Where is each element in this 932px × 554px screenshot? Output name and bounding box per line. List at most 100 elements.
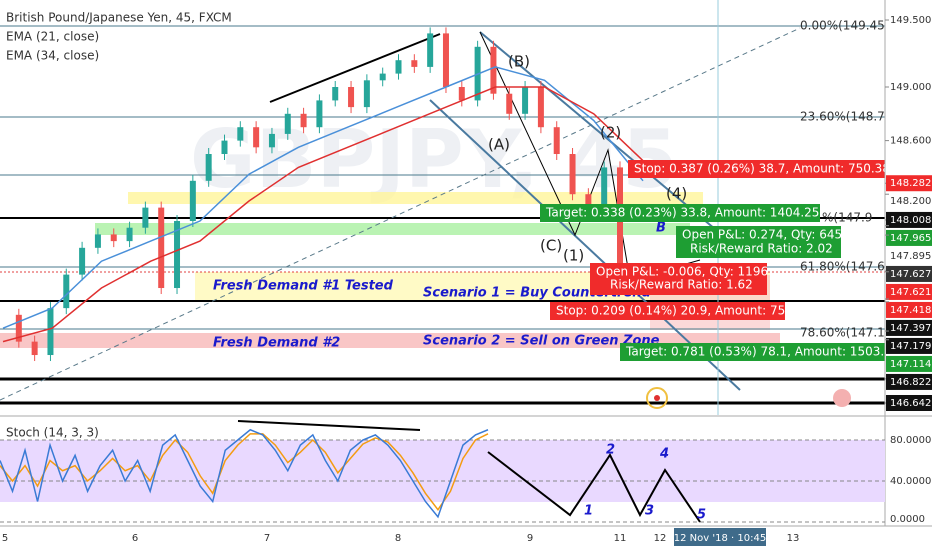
trade-label: Target: 0.781 (0.53%) 78.1, Amount: 1503… — [625, 345, 892, 359]
price-tag — [886, 229, 932, 246]
candle — [47, 308, 54, 356]
price-axis-labels: 149.500 149.000 148.600 148.282 148.200 148.0… — [885, 15, 932, 411]
price-label: 147.621 — [890, 287, 931, 298]
trade-box — [620, 343, 885, 361]
indicator-line — [2, 86, 644, 343]
stoch-plot: 80.0000 40.0000 0.0000 — [0, 428, 931, 525]
stoch-title: Stoch (14, 3, 3) — [6, 426, 99, 440]
trade-box — [676, 226, 841, 258]
trade-label: Risk/Reward Ratio: 2.02 — [690, 242, 833, 256]
trade-label: Stop: 0.209 (0.14%) 20.9, Amount: 750.04 — [556, 304, 812, 318]
candle — [442, 33, 449, 88]
candle — [506, 93, 513, 114]
candle — [142, 207, 149, 228]
price-tag — [886, 395, 932, 411]
time-label: 12 — [654, 533, 667, 544]
candle — [15, 314, 22, 342]
indicator-label: EMA (34, close) — [6, 49, 99, 63]
price-plot — [2, 27, 644, 362]
wave-label: B — [656, 221, 666, 236]
stoch-wave: 5 — [697, 508, 706, 523]
candle — [158, 207, 165, 289]
wave-label: (4) — [666, 185, 687, 203]
candle — [79, 247, 86, 275]
candle — [316, 100, 323, 128]
fib-label: 78.60%(147.1 — [800, 326, 885, 340]
price-tag — [886, 337, 932, 354]
candle — [205, 154, 212, 181]
candle — [348, 87, 355, 108]
trade-box — [628, 160, 885, 178]
candle — [268, 133, 275, 148]
fib-label: 23.60%(148.7 — [800, 110, 885, 124]
time-label: 7 — [264, 533, 270, 544]
candle — [94, 234, 101, 248]
cursor-time: 12 Nov '18 · 10:45 — [674, 533, 766, 544]
price-tag — [886, 319, 932, 336]
price-label: 147.627 — [890, 269, 931, 280]
candle — [553, 127, 560, 155]
price-tag — [886, 265, 932, 282]
price-tag — [886, 283, 932, 300]
symbol-title: British Pound/Japanese Yen, 45, FXCM — [6, 11, 232, 25]
event-icon[interactable] — [654, 395, 660, 401]
stoch-wave: 4 — [659, 447, 669, 462]
stoch-tick-label: 80.0000 — [890, 435, 931, 446]
trade-box — [550, 302, 785, 320]
trade-label: Open P&L: 0.274, Qty: 645 — [682, 228, 842, 242]
candle — [126, 227, 133, 242]
time-label: 11 — [614, 533, 627, 544]
time-label: 5 — [2, 533, 8, 544]
divergence-line — [237, 420, 421, 431]
candle — [174, 221, 181, 289]
trade-label: Open P&L: -0.006, Qty: 1196 — [596, 265, 768, 279]
stoch-tick-label: 0.0000 — [890, 514, 925, 525]
price-label: 147.418 — [890, 305, 931, 316]
price-label: 147.179 — [890, 341, 931, 352]
price-label: 148.200 — [890, 196, 931, 207]
stoch-tick-label: 40.0000 — [890, 476, 931, 487]
price-label: 146.642 — [890, 398, 931, 409]
candle — [253, 127, 260, 148]
candle — [490, 46, 497, 94]
event-icon[interactable] — [646, 387, 668, 409]
stoch-wave: 1 — [584, 504, 593, 519]
price-tag — [886, 301, 932, 318]
candle — [31, 341, 38, 356]
candle — [537, 87, 544, 128]
time-label: 13 — [787, 533, 800, 544]
candle — [63, 274, 70, 309]
price-tag — [886, 175, 932, 192]
fib-label: 0.00%(149.45 — [800, 19, 885, 33]
price-tag — [886, 211, 932, 228]
price-label: 146.822 — [890, 377, 931, 388]
candle — [395, 60, 402, 74]
price-label: 147.895 — [890, 251, 931, 262]
trade-label: Target: 0.338 (0.23%) 33.8, Amount: 1404… — [545, 206, 819, 220]
trade-box — [590, 263, 767, 295]
trade-label: Risk/Reward Ratio: 1.62 — [610, 278, 753, 292]
candle — [110, 234, 117, 242]
price-label: 148.008 — [890, 215, 931, 226]
wave-label: (1) — [563, 247, 584, 265]
annotation: Fresh Demand #2 — [213, 336, 340, 351]
indicator-line — [2, 66, 644, 329]
annotation: Scenario 2 = Sell on Green Zone — [423, 334, 660, 349]
price-label: 147.114 — [890, 359, 931, 370]
trend-line — [269, 33, 441, 103]
wave-label: (C) — [540, 237, 562, 255]
price-tag — [886, 355, 932, 372]
candle — [284, 113, 291, 134]
price-label: 149.000 — [890, 82, 931, 93]
trend-line — [0, 27, 801, 401]
wave-label: (2) — [600, 124, 621, 142]
candle — [363, 80, 370, 108]
candle — [458, 87, 465, 101]
event-icon[interactable] — [833, 389, 851, 407]
candle — [189, 180, 196, 222]
candle — [427, 33, 434, 67]
indicator-label: EMA (21, close) — [6, 30, 99, 44]
trade-box — [540, 204, 820, 222]
time-label: 8 — [395, 533, 401, 544]
